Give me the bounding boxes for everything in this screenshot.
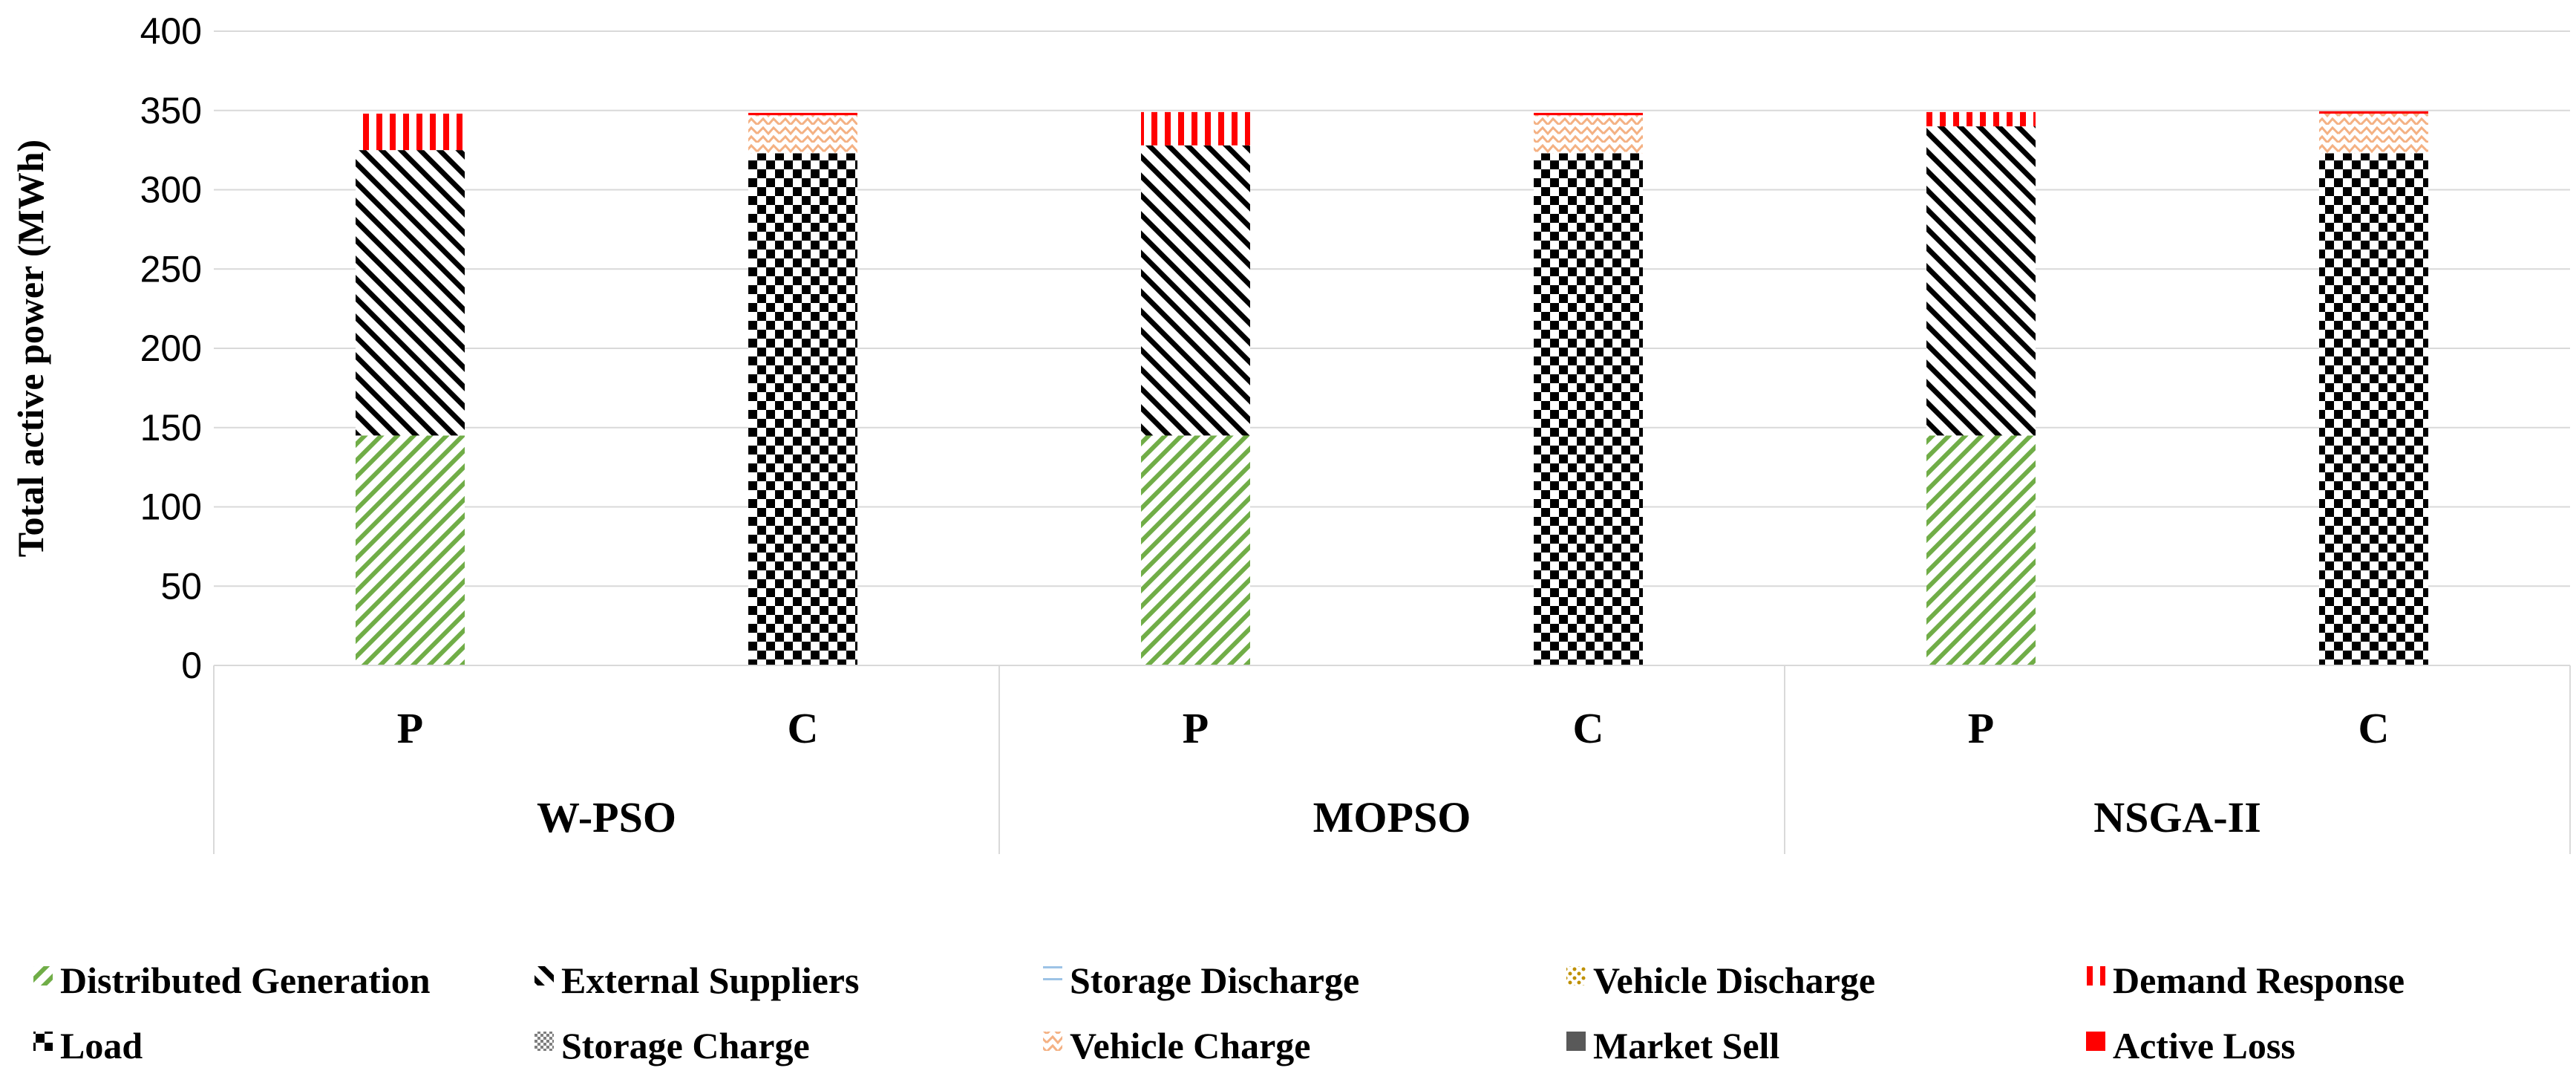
- bar-segment-external-suppliers: [1141, 145, 1250, 436]
- bar-segment-vehicle-charge: [2319, 114, 2428, 154]
- bars: [356, 111, 2428, 665]
- legend-swatch: [1043, 966, 1062, 986]
- y-tick-label: 300: [140, 169, 202, 211]
- legend-label: Active Loss: [2113, 1025, 2295, 1066]
- bar-segment-vehicle-charge: [1534, 115, 1643, 154]
- y-tick-label: 50: [160, 565, 202, 607]
- legend-label: Storage Charge: [561, 1025, 810, 1066]
- legend: Distributed Generation External Suppliers…: [33, 960, 2405, 1066]
- x-tick-label: P: [397, 704, 423, 752]
- bar-segment-demand-response: [1141, 111, 1250, 146]
- x-group-label: NSGA-II: [2093, 793, 2261, 841]
- legend-swatch: [33, 1032, 53, 1051]
- bar-segment-load: [2319, 153, 2428, 665]
- bar-segment-load: [748, 153, 857, 665]
- x-tick-label: C: [788, 704, 819, 752]
- axes: 0 50 100 150 200 250 300 350 400 Total active pow…: [10, 10, 2571, 854]
- bar-segment-demand-response: [356, 114, 465, 151]
- legend-swatch: [33, 966, 53, 986]
- gridlines: [214, 30, 2570, 666]
- bar-segment-active-loss: [1534, 112, 1643, 116]
- legend-label: Vehicle Charge: [1070, 1025, 1311, 1066]
- legend-swatch: [1566, 1032, 1586, 1051]
- legend-swatch: [2086, 966, 2105, 986]
- legend-label: Vehicle Discharge: [1593, 960, 1875, 1001]
- x-tick-label: P: [1968, 704, 1994, 752]
- x-tick-label: C: [1573, 704, 1604, 752]
- bar-segment-demand-response: [1926, 111, 2036, 127]
- x-group-label: MOPSO: [1313, 793, 1471, 841]
- bar-segment-active-loss: [748, 112, 857, 116]
- legend-swatch: [1043, 1032, 1062, 1051]
- y-tick-label: 100: [140, 486, 202, 528]
- bar-segment-vehicle-charge: [748, 115, 857, 154]
- y-axis-title: Total active power (MWh): [10, 140, 51, 557]
- bar-segment-distributed-generation: [1926, 435, 2036, 665]
- legend-label: External Suppliers: [561, 960, 859, 1001]
- legend-swatch: [1566, 966, 1586, 986]
- y-tick-label: 250: [140, 248, 202, 290]
- bar-segment-load: [1534, 153, 1643, 665]
- y-tick-label: 200: [140, 328, 202, 369]
- legend-swatch: [535, 966, 554, 986]
- x-tick-label: C: [2358, 704, 2390, 752]
- bar-segment-active-loss: [2319, 111, 2428, 114]
- legend-swatch: [2086, 1032, 2105, 1051]
- y-tick-label: 350: [140, 90, 202, 131]
- legend-label: Distributed Generation: [60, 960, 431, 1001]
- y-tick-label: 0: [181, 645, 202, 686]
- legend-label: Storage Discharge: [1070, 960, 1359, 1001]
- bar-segment-external-suppliers: [356, 150, 465, 436]
- bar-segment-distributed-generation: [1141, 435, 1250, 665]
- legend-label: Market Sell: [1593, 1025, 1779, 1066]
- bar-segment-external-suppliers: [1926, 126, 2036, 436]
- legend-label: Demand Response: [2113, 960, 2405, 1001]
- y-tick-label: 150: [140, 407, 202, 449]
- x-tick-label: P: [1183, 704, 1209, 752]
- bar-segment-distributed-generation: [356, 435, 465, 665]
- legend-swatch: [535, 1032, 554, 1051]
- x-group-label: W-PSO: [537, 793, 676, 841]
- y-tick-label: 400: [140, 10, 202, 52]
- legend-label: Load: [60, 1025, 143, 1066]
